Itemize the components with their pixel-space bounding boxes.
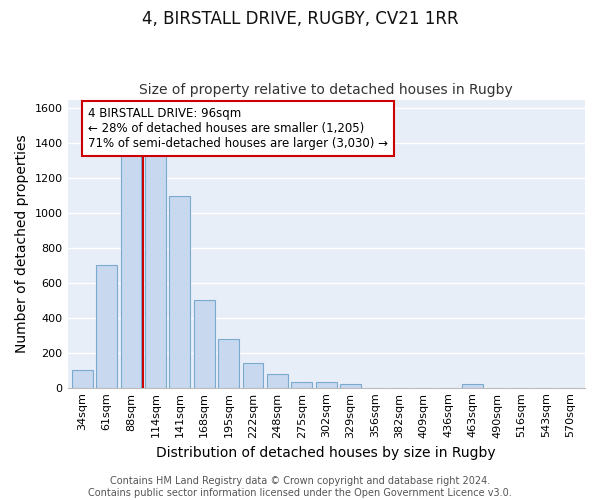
Bar bbox=[194, 300, 215, 388]
Text: 4, BIRSTALL DRIVE, RUGBY, CV21 1RR: 4, BIRSTALL DRIVE, RUGBY, CV21 1RR bbox=[142, 10, 458, 28]
X-axis label: Distribution of detached houses by size in Rugby: Distribution of detached houses by size … bbox=[157, 446, 496, 460]
Bar bbox=[218, 339, 239, 388]
Y-axis label: Number of detached properties: Number of detached properties bbox=[15, 134, 29, 353]
Bar bbox=[292, 382, 312, 388]
Bar bbox=[316, 382, 337, 388]
Bar bbox=[267, 374, 288, 388]
Text: Contains HM Land Registry data © Crown copyright and database right 2024.
Contai: Contains HM Land Registry data © Crown c… bbox=[88, 476, 512, 498]
Bar bbox=[96, 266, 117, 388]
Bar bbox=[169, 196, 190, 388]
Bar bbox=[121, 156, 142, 388]
Text: 4 BIRSTALL DRIVE: 96sqm
← 28% of detached houses are smaller (1,205)
71% of semi: 4 BIRSTALL DRIVE: 96sqm ← 28% of detache… bbox=[88, 107, 388, 150]
Bar bbox=[145, 156, 166, 388]
Bar bbox=[242, 363, 263, 388]
Bar bbox=[72, 370, 92, 388]
Bar bbox=[340, 384, 361, 388]
Bar bbox=[463, 384, 483, 388]
Title: Size of property relative to detached houses in Rugby: Size of property relative to detached ho… bbox=[139, 83, 513, 97]
